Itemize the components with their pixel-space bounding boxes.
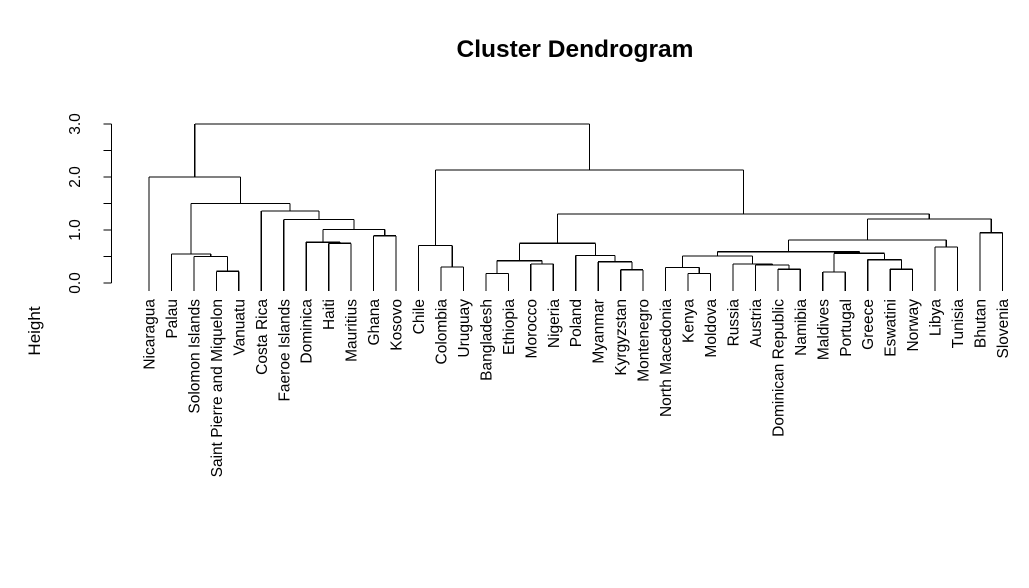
- leaf-label: Kyrgyzstan: [613, 299, 630, 376]
- leaf-label: Libya: [928, 299, 945, 336]
- leaf-label: Nicaragua: [142, 299, 159, 370]
- leaf-label: Haiti: [321, 299, 338, 330]
- leaf-label: Kenya: [681, 299, 698, 343]
- leaf-label: Vanuatu: [231, 299, 248, 356]
- leaf-label: Dominican Republic: [770, 299, 787, 437]
- leaf-label: Palau: [164, 299, 181, 339]
- y-tick-label: 3.0: [67, 113, 84, 135]
- leaf-labels: Nicaragua Palau Solomon Islands Saint Pierr…: [142, 299, 1012, 478]
- leaf-label: Solomon Islands: [186, 299, 203, 414]
- leaf-label: Mauritius: [344, 299, 361, 362]
- leaf-label: Poland: [568, 299, 585, 347]
- leaf-label: Montenegro: [636, 299, 653, 382]
- leaf-label: North Macedonia: [658, 299, 675, 417]
- leaf-label: Bangladesh: [478, 299, 495, 381]
- leaf-label: Eswatini: [883, 299, 900, 357]
- leaf-label: Austria: [748, 299, 765, 348]
- leaf-label: Moldova: [703, 299, 720, 358]
- leaf-label: Bhutan: [973, 299, 990, 348]
- leaf-label: Namibia: [793, 299, 810, 356]
- leaf-label: Myanmar: [591, 299, 608, 364]
- y-axis: 0.0 1.0 2.0 3.0: [67, 113, 113, 294]
- leaf-label: Morocco: [523, 299, 540, 358]
- dendrogram-links: [148, 123, 1004, 291]
- leaf-label: Kosovo: [389, 299, 406, 351]
- leaf-label: Dominica: [299, 299, 316, 364]
- leaf-label: Maldives: [815, 299, 832, 360]
- leaf-label: Uruguay: [456, 299, 473, 358]
- leaf-label: Tunisia: [950, 299, 967, 349]
- leaf-label: Costa Rica: [254, 299, 271, 375]
- leaf-label: Ghana: [366, 299, 383, 346]
- leaf-label: Ethiopia: [501, 299, 518, 355]
- y-tick-label: 0.0: [67, 272, 84, 294]
- leaf-label: Greece: [860, 299, 877, 350]
- y-axis-title: Height: [25, 306, 44, 355]
- leaf-label: Chile: [411, 299, 428, 334]
- leaf-label: Nigeria: [546, 299, 563, 348]
- leaf-label: Slovenia: [995, 299, 1012, 359]
- y-tick-label: 1.0: [67, 219, 84, 241]
- y-tick-label: 2.0: [67, 166, 84, 188]
- leaf-label: Portugal: [838, 299, 855, 357]
- chart-title: Cluster Dendrogram: [457, 36, 694, 63]
- leaf-label: Russia: [725, 299, 742, 347]
- leaf-label: Colombia: [433, 299, 450, 365]
- leaf-label: Norway: [905, 299, 922, 352]
- leaf-label: Saint Pierre and Miquelon: [209, 299, 226, 477]
- leaf-label: Faeroe Islands: [276, 299, 293, 402]
